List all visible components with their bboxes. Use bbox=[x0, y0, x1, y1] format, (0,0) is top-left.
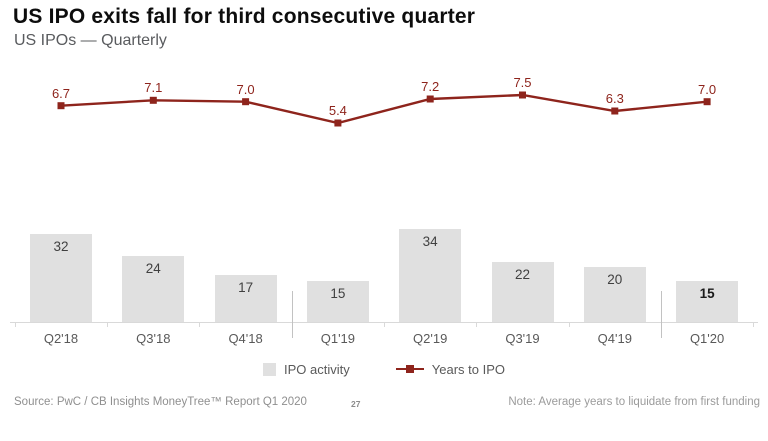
category-label: Q2'18 bbox=[43, 331, 79, 346]
line-swatch-icon bbox=[395, 363, 424, 376]
bar-swatch-icon bbox=[263, 362, 276, 376]
axis-tick bbox=[753, 322, 755, 327]
page-subtitle: US IPOs — Quarterly bbox=[14, 32, 167, 49]
bar bbox=[491, 261, 554, 322]
chart-legend: IPO activity Years to IPO bbox=[0, 360, 768, 378]
axis-tick bbox=[107, 322, 109, 327]
axis-tick bbox=[14, 322, 16, 327]
category-label: Q4'19 bbox=[597, 331, 632, 346]
bar bbox=[306, 280, 369, 323]
line-swatch-marker bbox=[405, 365, 414, 373]
bar bbox=[583, 267, 646, 322]
line-value-label: 7.5 bbox=[513, 75, 532, 90]
line-marker bbox=[519, 91, 526, 99]
bar-value-label: 20 bbox=[607, 272, 623, 287]
line-marker bbox=[334, 119, 342, 127]
category-label: Q1'19 bbox=[320, 331, 356, 346]
year-separator bbox=[291, 291, 293, 338]
year-separator bbox=[661, 291, 662, 338]
bar-value-label: 15 bbox=[330, 285, 346, 301]
legend-item-years-to-ipo: Years to IPO bbox=[395, 361, 505, 377]
line-value-label: 6.7 bbox=[51, 85, 71, 101]
category-label: Q3'19 bbox=[505, 331, 540, 346]
axis-tick bbox=[384, 322, 386, 327]
axis-tick bbox=[476, 322, 478, 327]
line-marker bbox=[149, 96, 157, 104]
bar bbox=[122, 256, 185, 322]
line-value-label: 7.2 bbox=[421, 79, 440, 94]
category-label: Q1'20 bbox=[689, 331, 725, 346]
bar-value-label: 17 bbox=[238, 280, 254, 296]
line-value-label: 7.0 bbox=[698, 81, 717, 97]
line-value-label: 7.0 bbox=[236, 81, 255, 97]
bar-value-label: 22 bbox=[514, 266, 531, 282]
line-value-label: 7.1 bbox=[144, 80, 163, 96]
x-axis-line bbox=[10, 322, 758, 323]
bar-value-label: 15 bbox=[699, 285, 715, 301]
page-title: US IPO exits fall for third consecutive … bbox=[13, 5, 476, 28]
note-text: Note: Average years to liquidate from fi… bbox=[508, 396, 760, 408]
line-marker bbox=[703, 98, 711, 106]
line-value-label: 5.4 bbox=[328, 103, 347, 118]
line-marker bbox=[426, 95, 434, 103]
category-label: Q3'18 bbox=[136, 331, 171, 346]
page-number: 27 bbox=[351, 399, 361, 409]
line-marker bbox=[611, 107, 619, 115]
bar-value-label: 32 bbox=[53, 239, 69, 254]
line-marker bbox=[242, 98, 250, 106]
legend-label-years-to-ipo: Years to IPO bbox=[431, 361, 505, 377]
bar bbox=[676, 280, 739, 323]
line-value-label: 6.3 bbox=[605, 91, 624, 106]
bar-value-label: 34 bbox=[422, 233, 438, 249]
legend-item-ipo-activity: IPO activity bbox=[263, 362, 350, 377]
category-label: Q4'18 bbox=[228, 331, 263, 346]
bar bbox=[214, 275, 277, 323]
axis-tick bbox=[568, 322, 570, 327]
legend-label-ipo-activity: IPO activity bbox=[284, 361, 350, 377]
bar bbox=[399, 228, 462, 322]
category-label: Q2'19 bbox=[413, 331, 448, 346]
line-marker bbox=[57, 102, 65, 110]
axis-tick bbox=[199, 322, 201, 327]
source-text: Source: PwC / CB Insights MoneyTree™ Rep… bbox=[14, 396, 307, 408]
bar-value-label: 24 bbox=[145, 261, 161, 276]
bar bbox=[30, 234, 92, 322]
